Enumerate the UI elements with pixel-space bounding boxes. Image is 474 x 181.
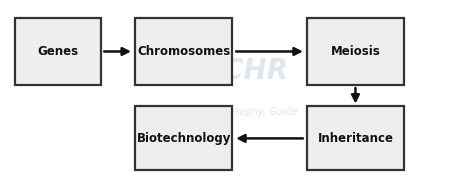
Text: Biotechnology: Biotechnology [137, 132, 231, 145]
Text: TYCHR: TYCHR [185, 57, 289, 85]
Text: Genes: Genes [37, 45, 79, 58]
FancyBboxPatch shape [135, 106, 232, 170]
FancyBboxPatch shape [307, 18, 404, 85]
Text: Chromosomes: Chromosomes [137, 45, 230, 58]
Text: Inheritance: Inheritance [318, 132, 393, 145]
Text: Trend, Philosophy, Guide: Trend, Philosophy, Guide [177, 107, 297, 117]
FancyBboxPatch shape [15, 18, 101, 85]
Text: Meiosis: Meiosis [330, 45, 380, 58]
FancyBboxPatch shape [135, 18, 232, 85]
FancyBboxPatch shape [307, 106, 404, 170]
